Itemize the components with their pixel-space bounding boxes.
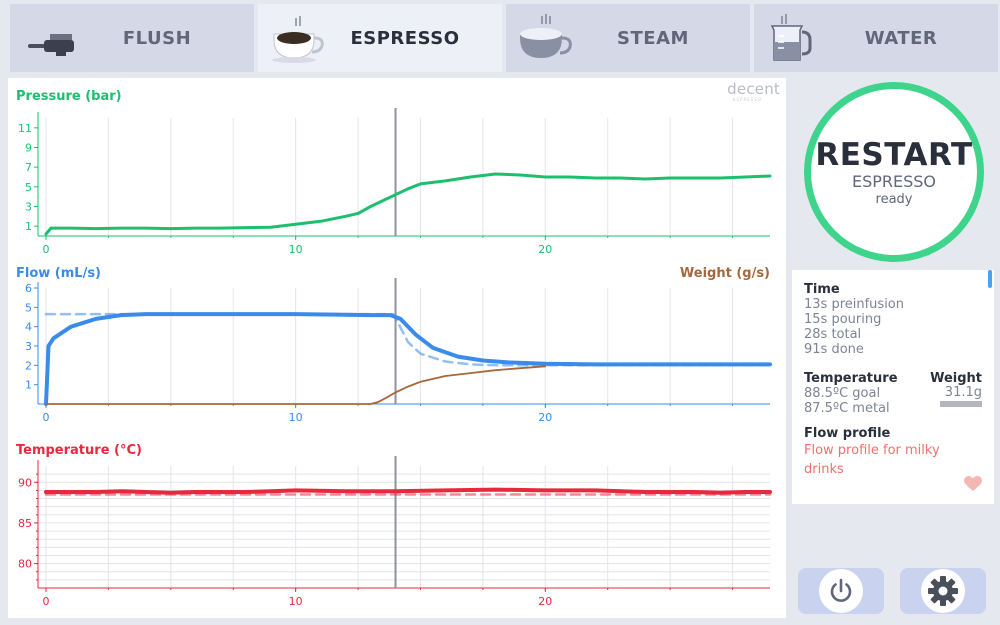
flow-series-line [44, 312, 772, 406]
x-tick-label: 10 [289, 243, 303, 256]
water-jug-icon [770, 14, 812, 61]
scroll-indicator[interactable] [988, 270, 992, 288]
y-tick-label: 4 [25, 321, 32, 334]
y-tick-label: 80 [18, 558, 32, 571]
power-button[interactable] [798, 568, 884, 614]
tab-steam-label: STEAM [617, 27, 689, 49]
tab-flush[interactable]: FLUSH [10, 4, 254, 72]
tab-espresso[interactable]: ESPRESSO [258, 4, 502, 72]
portafilter-icon [28, 34, 74, 56]
y-tick-label: 5 [25, 181, 32, 194]
y-tick-label: 90 [18, 476, 32, 489]
x-tick-label: 10 [289, 411, 303, 424]
pressure-chart: Pressure (bar) 1 3 5 7 9 11 0 10 20 [16, 89, 772, 256]
temperature-block: Temperature 88.5ºC goal 87.5ºC metal [804, 371, 898, 416]
pressure-chart-title: Pressure (bar) [16, 89, 122, 104]
x-tick-label: 20 [538, 595, 552, 608]
heart-icon[interactable] [964, 476, 982, 492]
y-tick-label: 5 [25, 301, 32, 314]
y-tick-label: 2 [25, 359, 32, 372]
tab-flush-label: FLUSH [122, 27, 192, 49]
pressure-series-line [44, 172, 772, 236]
tab-steam[interactable]: STEAM [506, 4, 750, 72]
profile-block: Flow profile Flow profile for milky drin… [804, 426, 982, 479]
temperature-weight-row: Temperature 88.5ºC goal 87.5ºC metal Wei… [804, 371, 982, 416]
settings-button-face [921, 569, 965, 613]
weight-heading: Weight [930, 371, 982, 386]
x-tick-label: 0 [43, 243, 50, 256]
temperature-goal: 88.5ºC goal [804, 386, 881, 401]
time-line: 91s done [804, 342, 864, 357]
y-tick-label: 85 [18, 517, 32, 530]
steam-cup-icon [520, 14, 572, 58]
restart-status: ready [875, 192, 913, 207]
tab-espresso-label: ESPRESSO [350, 27, 460, 49]
flow-chart-right-title: Weight (g/s) [680, 266, 770, 281]
time-block: Time 13s preinfusion 15s pouring 28s tot… [804, 282, 982, 357]
y-tick-label: 6 [25, 282, 32, 295]
restart-subtitle: ESPRESSO [851, 172, 937, 191]
weight-bar [940, 401, 982, 407]
time-line: 28s total [804, 327, 862, 342]
time-heading: Time [804, 282, 840, 297]
x-tick-label: 0 [43, 595, 50, 608]
shot-info-panel: Time 13s preinfusion 15s pouring 28s tot… [792, 270, 994, 504]
weight-series-line [45, 365, 547, 405]
weight-block: Weight 31.1g [930, 371, 982, 416]
restart-espresso-button[interactable]: RESTART ESPRESSO ready [804, 82, 984, 262]
y-tick-label: 9 [25, 142, 32, 155]
temperature-chart: Temperature (°C) 80 85 90 0 10 20 [16, 443, 772, 608]
x-tick-label: 20 [538, 243, 552, 256]
power-icon [830, 578, 852, 602]
y-tick-label: 3 [25, 201, 32, 214]
x-tick-label: 20 [538, 411, 552, 424]
gear-icon [928, 576, 958, 606]
y-tick-label: 1 [25, 379, 32, 392]
flow-chart: Flow (mL/s) Weight (g/s) 1 2 3 4 5 6 0 10 20 [16, 266, 772, 424]
x-tick-label: 0 [43, 411, 50, 424]
weight-value: 31.1g [944, 385, 982, 400]
tab-water[interactable]: WATER [754, 4, 998, 72]
y-tick-label: 3 [25, 340, 32, 353]
flow-goal-series-line [44, 312, 772, 367]
decent-logo: decent [727, 80, 780, 98]
temperature-chart-title: Temperature (°C) [16, 443, 142, 458]
decent-logo-subtext: ESPRESSO [732, 97, 762, 102]
flow-chart-title: Flow (mL/s) [16, 266, 101, 281]
settings-button[interactable] [900, 568, 986, 614]
mode-tabs: FLUSH ESPRESSO STEAM WATER [10, 4, 998, 72]
time-line: 15s pouring [804, 312, 882, 327]
espresso-cup-icon [272, 16, 324, 63]
power-button-face [819, 569, 863, 613]
shot-chart-panel: Pressure (bar) 1 3 5 7 9 11 0 10 20 Flow (mL/s) Wei… [8, 78, 786, 618]
profile-heading: Flow profile [804, 426, 891, 441]
y-tick-label: 1 [25, 220, 32, 233]
profile-name[interactable]: Flow profile for milky drinks [804, 443, 940, 477]
y-tick-label: 7 [25, 161, 32, 174]
time-line: 13s preinfusion [804, 297, 905, 312]
temperature-series-line [44, 487, 772, 495]
x-tick-label: 10 [289, 595, 303, 608]
tab-water-label: WATER [864, 27, 938, 49]
temperature-heading: Temperature [804, 371, 898, 386]
y-tick-label: 11 [18, 122, 32, 135]
temperature-metal: 87.5ºC metal [804, 401, 890, 416]
restart-label: RESTART [815, 137, 973, 173]
